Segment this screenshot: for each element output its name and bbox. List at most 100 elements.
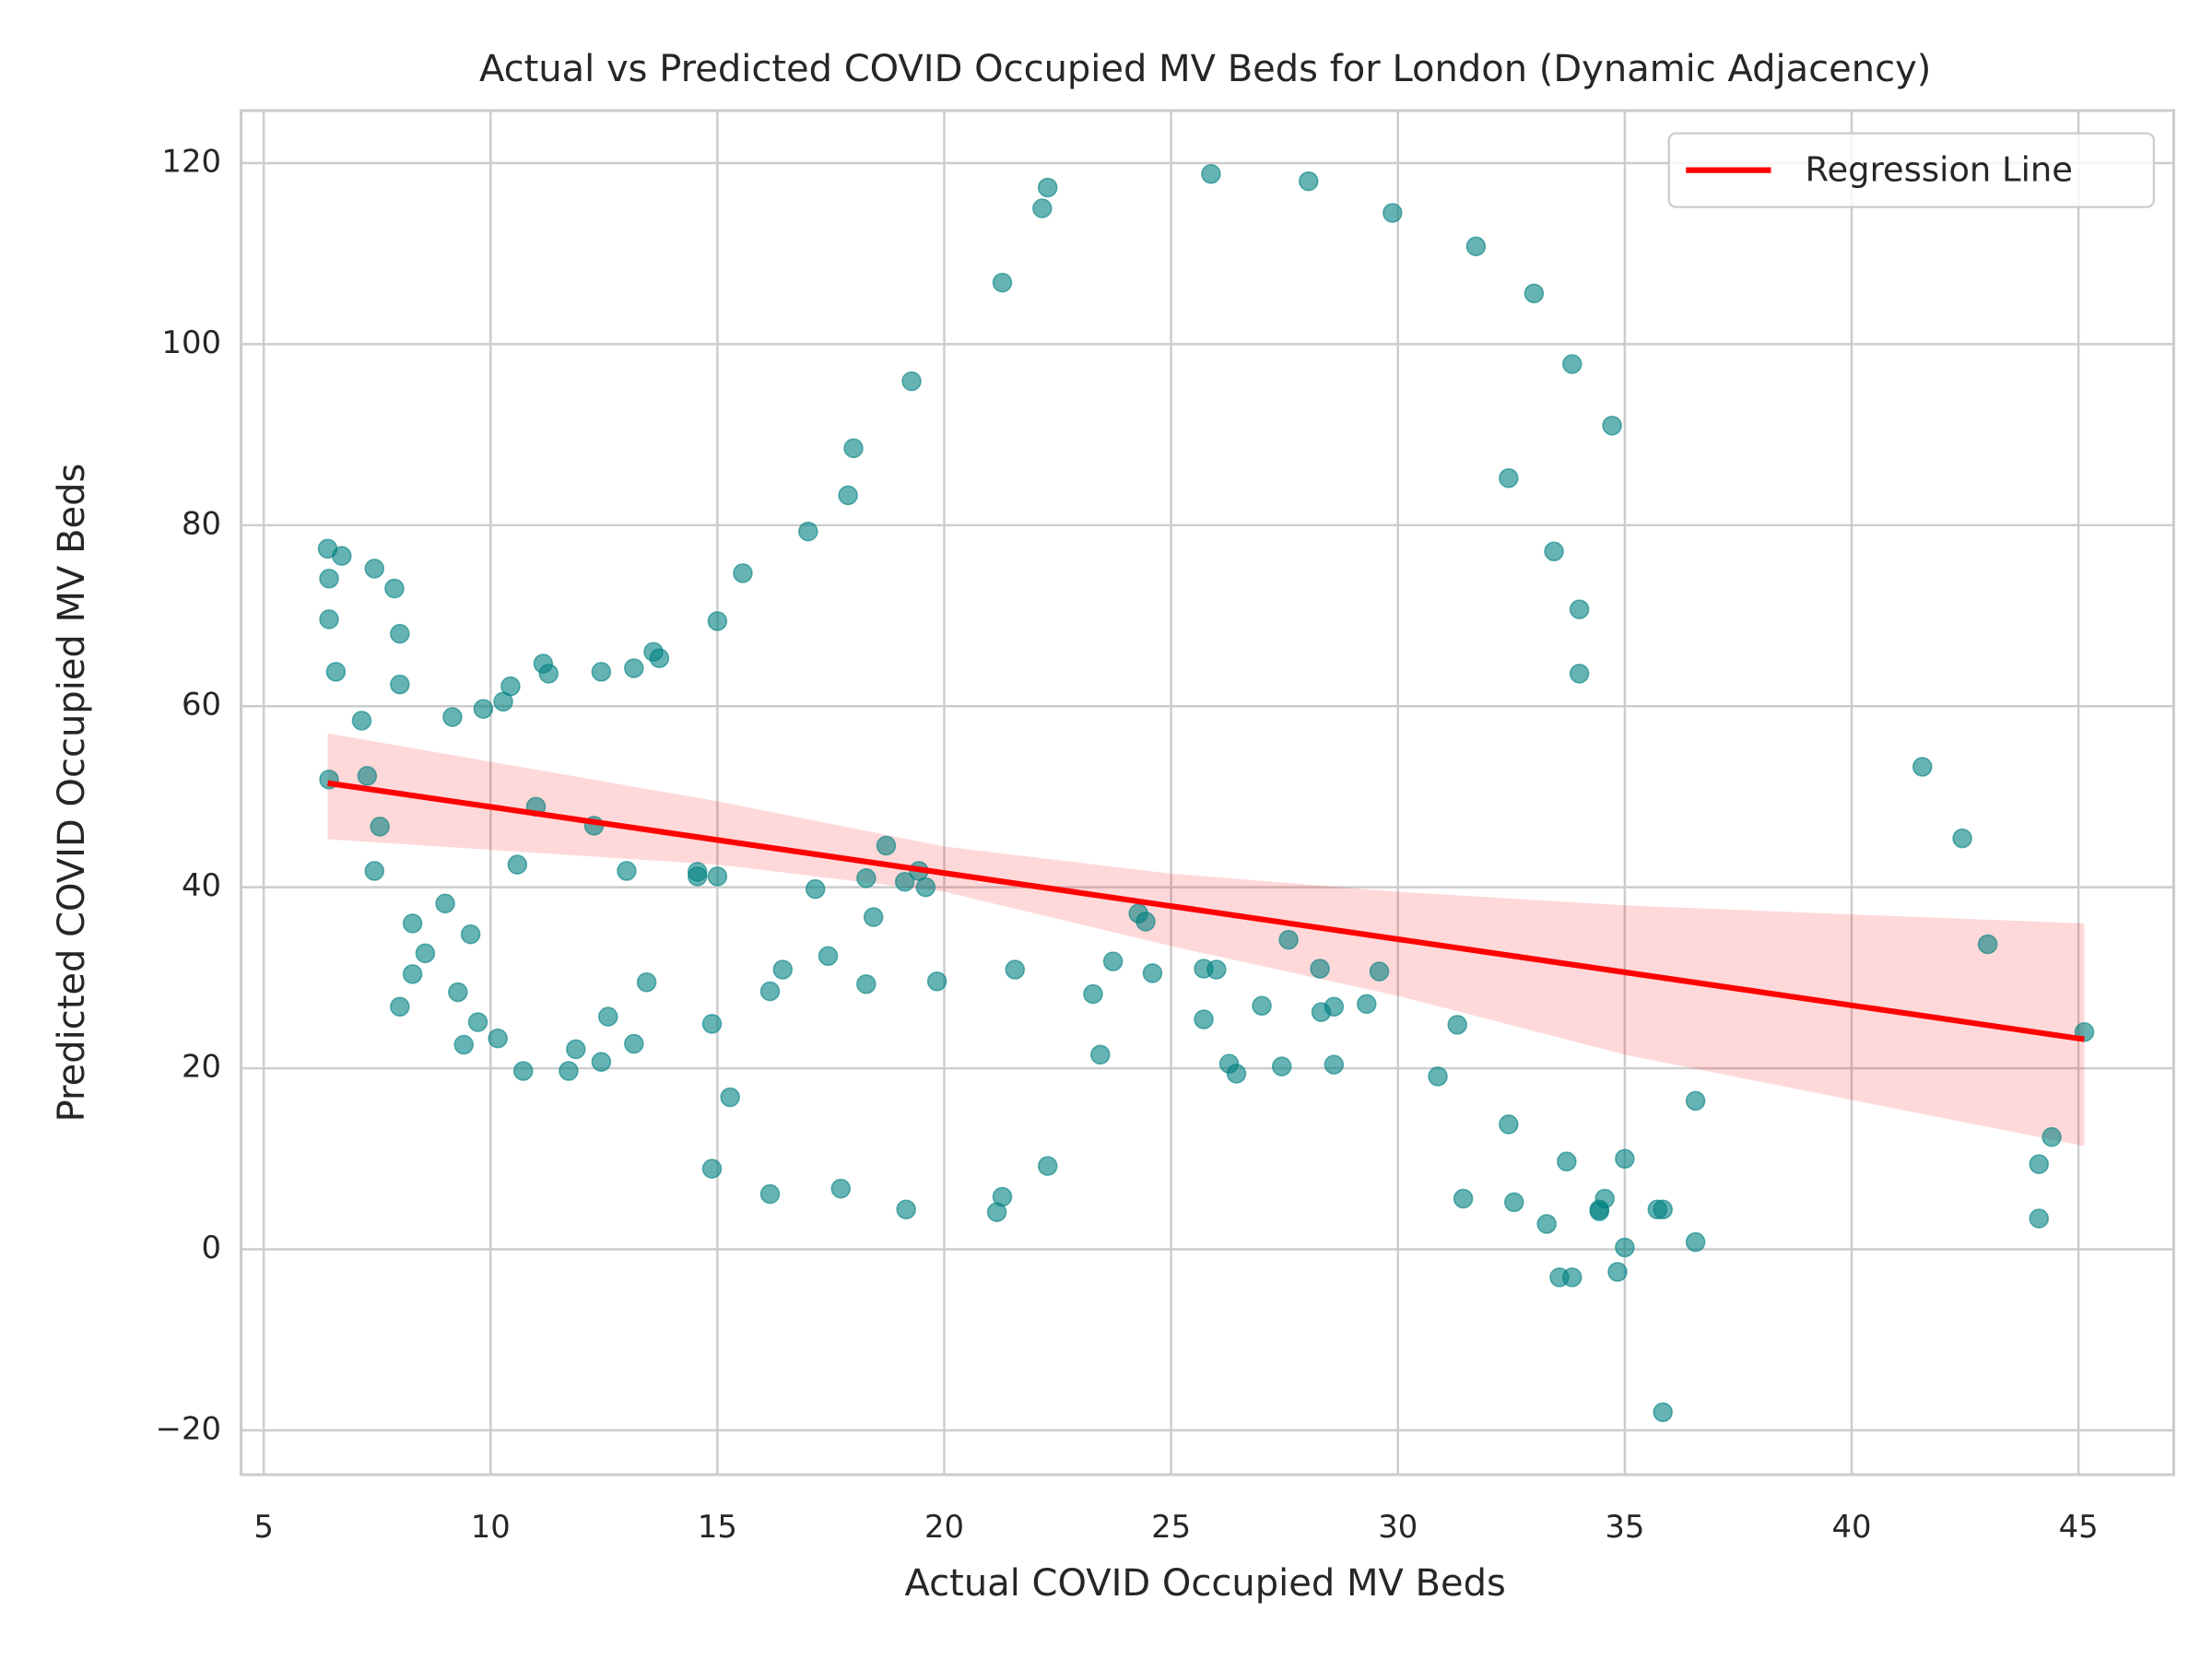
scatter-point	[926, 971, 947, 992]
scatter-point	[1428, 1066, 1448, 1087]
scatter-point	[772, 959, 794, 980]
x-tick-label: 30	[1378, 1509, 1418, 1545]
scatter-point	[390, 623, 410, 644]
scatter-point	[992, 272, 1013, 293]
scatter-point	[1499, 1114, 1519, 1135]
scatter-point	[448, 982, 468, 1003]
scatter-point	[1602, 415, 1622, 436]
scatter-point	[591, 662, 612, 682]
scatter-point	[591, 1052, 612, 1072]
scatter-point	[701, 1014, 723, 1034]
scatter-point	[1569, 599, 1590, 619]
scatter-point	[467, 1012, 488, 1032]
y-tick-label: 100	[161, 324, 221, 360]
scatter-point	[512, 1061, 534, 1081]
scatter-point	[2029, 1154, 2050, 1174]
scatter-point	[1952, 828, 1972, 849]
scatter-point	[1278, 929, 1299, 950]
scatter-point	[488, 1028, 508, 1049]
scatter-point	[830, 1178, 852, 1199]
scatter-point	[1037, 1156, 1058, 1176]
x-tick-label: 20	[924, 1509, 964, 1545]
y-tick-label: 120	[161, 143, 221, 179]
scatter-point	[1324, 996, 1345, 1018]
scatter-point	[901, 371, 922, 392]
scatter-point	[2029, 1208, 2050, 1229]
scatter-point	[1037, 177, 1058, 198]
scatter-point	[1194, 1009, 1214, 1030]
scatter-point	[1503, 1192, 1524, 1213]
scatter-point	[856, 868, 877, 888]
scatter-point	[624, 1033, 644, 1054]
scatter-point	[597, 1006, 618, 1027]
scatter-point	[624, 658, 644, 678]
scatter-point	[759, 981, 781, 1002]
y-tick-label: 40	[182, 867, 221, 903]
scatter-point	[1252, 995, 1272, 1017]
scatter-point	[473, 699, 494, 719]
scatter-point	[1524, 283, 1545, 304]
scatter-point	[733, 563, 753, 583]
x-tick-label: 45	[2059, 1509, 2099, 1545]
scatter-point	[1685, 1090, 1706, 1112]
scatter-point	[720, 1087, 740, 1108]
scatter-point	[453, 1034, 474, 1055]
y-tick-label: 0	[201, 1230, 221, 1265]
scatter-point	[390, 996, 410, 1018]
scatter-point	[701, 1159, 723, 1179]
grid	[241, 111, 2174, 1475]
x-tick-label: 40	[1831, 1509, 1871, 1545]
scatter-point	[460, 924, 481, 945]
scatter-point	[1142, 963, 1163, 983]
scatter-point	[1557, 1151, 1577, 1171]
scatter-point	[876, 835, 897, 856]
scatter-point	[1561, 1267, 1583, 1288]
scatter-point	[818, 946, 839, 967]
y-tick-label: 60	[182, 687, 221, 723]
scatter-point	[1615, 1148, 1635, 1170]
scatter-point	[1083, 983, 1103, 1005]
x-tick-label: 10	[471, 1509, 511, 1545]
regression-line	[327, 780, 2085, 1042]
scatter-point	[1561, 354, 1583, 374]
y-axis-label: Predicted COVID Occupied MV Beds	[51, 464, 93, 1123]
scatter-point	[325, 662, 347, 682]
scatter-point	[1912, 757, 1933, 777]
scatter-point	[1271, 1056, 1292, 1077]
scatter-point	[319, 609, 339, 629]
scatter-point	[1653, 1402, 1673, 1423]
scatter-point	[415, 943, 436, 964]
scatter-point	[1369, 961, 1390, 982]
scatter-point	[1607, 1262, 1628, 1282]
scatter-point	[1499, 467, 1519, 488]
scatter-point	[2041, 1126, 2062, 1147]
scatter-point	[370, 817, 390, 837]
scatter-point	[649, 648, 670, 668]
scatter-point	[566, 1039, 586, 1060]
scatter-point	[364, 861, 385, 881]
scatter-point	[1569, 664, 1590, 684]
scatter-point	[435, 893, 455, 914]
scatter-point	[1382, 203, 1403, 223]
scatter-point	[617, 861, 637, 881]
x-axis-label: Actual COVID Occupied MV Beds	[905, 1562, 1506, 1605]
x-tick-label: 15	[698, 1509, 737, 1545]
scatter-point	[1226, 1064, 1247, 1084]
scatter-point	[759, 1183, 781, 1205]
scatter-point	[442, 707, 463, 727]
scatter-point	[1544, 541, 1564, 562]
scatter-point	[507, 854, 528, 875]
chart-title: Actual vs Predicted COVID Occupied MV Be…	[479, 48, 1931, 90]
y-tick-label: 20	[182, 1049, 221, 1085]
scatter-point	[1465, 236, 1487, 257]
scatter-point	[384, 578, 405, 599]
scatter-point	[1536, 1214, 1557, 1234]
scatter-point	[915, 877, 936, 898]
scatter-point	[1298, 171, 1319, 192]
scatter-point	[364, 559, 385, 579]
scatter-point	[894, 871, 915, 892]
scatter-point	[863, 907, 884, 927]
scatter-point	[1615, 1237, 1635, 1258]
y-tick-label: −20	[156, 1410, 221, 1446]
